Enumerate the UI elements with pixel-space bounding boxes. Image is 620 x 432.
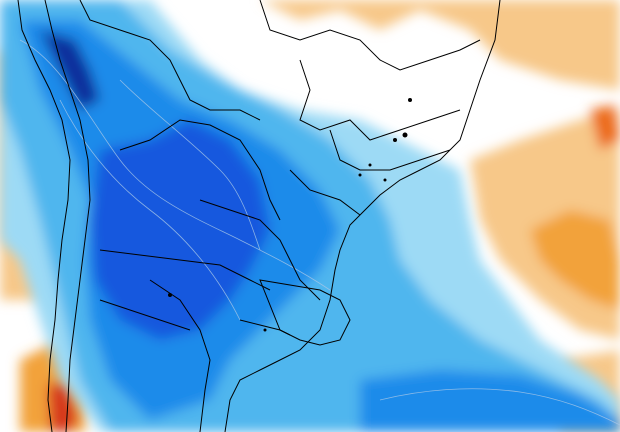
warm-east-core bbox=[530, 210, 620, 310]
terrain-spot bbox=[168, 293, 172, 297]
contour-line bbox=[119, 79, 261, 251]
argentina-provinces bbox=[149, 279, 211, 432]
border-paraguay bbox=[199, 199, 321, 301]
terrain-spot bbox=[393, 138, 397, 142]
terrain-spot bbox=[263, 328, 267, 332]
coastline-east bbox=[224, 0, 501, 432]
border-peru-brazil bbox=[79, 0, 261, 121]
brazil-states bbox=[289, 169, 361, 216]
cold-south-band bbox=[360, 370, 620, 432]
warm-east-spot bbox=[590, 105, 620, 150]
cold-deep-core bbox=[40, 30, 100, 110]
brazil-states bbox=[329, 129, 451, 171]
country-borders bbox=[17, 0, 501, 432]
brazil-states bbox=[299, 59, 461, 141]
terrain-spot bbox=[368, 163, 372, 167]
rio-de-la-plata bbox=[239, 319, 291, 336]
contour-line bbox=[19, 39, 331, 291]
terrain-spot bbox=[402, 132, 408, 138]
terrain-markers bbox=[168, 98, 412, 332]
contour-line bbox=[59, 99, 241, 321]
terrain-spot bbox=[358, 173, 362, 177]
warm-north-region bbox=[150, 0, 620, 90]
coastline-west bbox=[17, 0, 71, 432]
argentina-provinces bbox=[99, 299, 191, 331]
contour-line bbox=[379, 388, 620, 426]
border-bolivia bbox=[119, 119, 281, 221]
brazil-states bbox=[259, 0, 481, 71]
terrain-spot bbox=[408, 98, 412, 102]
border-argentina-north bbox=[99, 249, 271, 291]
andes-border bbox=[44, 0, 91, 432]
terrain-spot bbox=[383, 178, 387, 182]
anomaly-contours bbox=[19, 39, 620, 426]
